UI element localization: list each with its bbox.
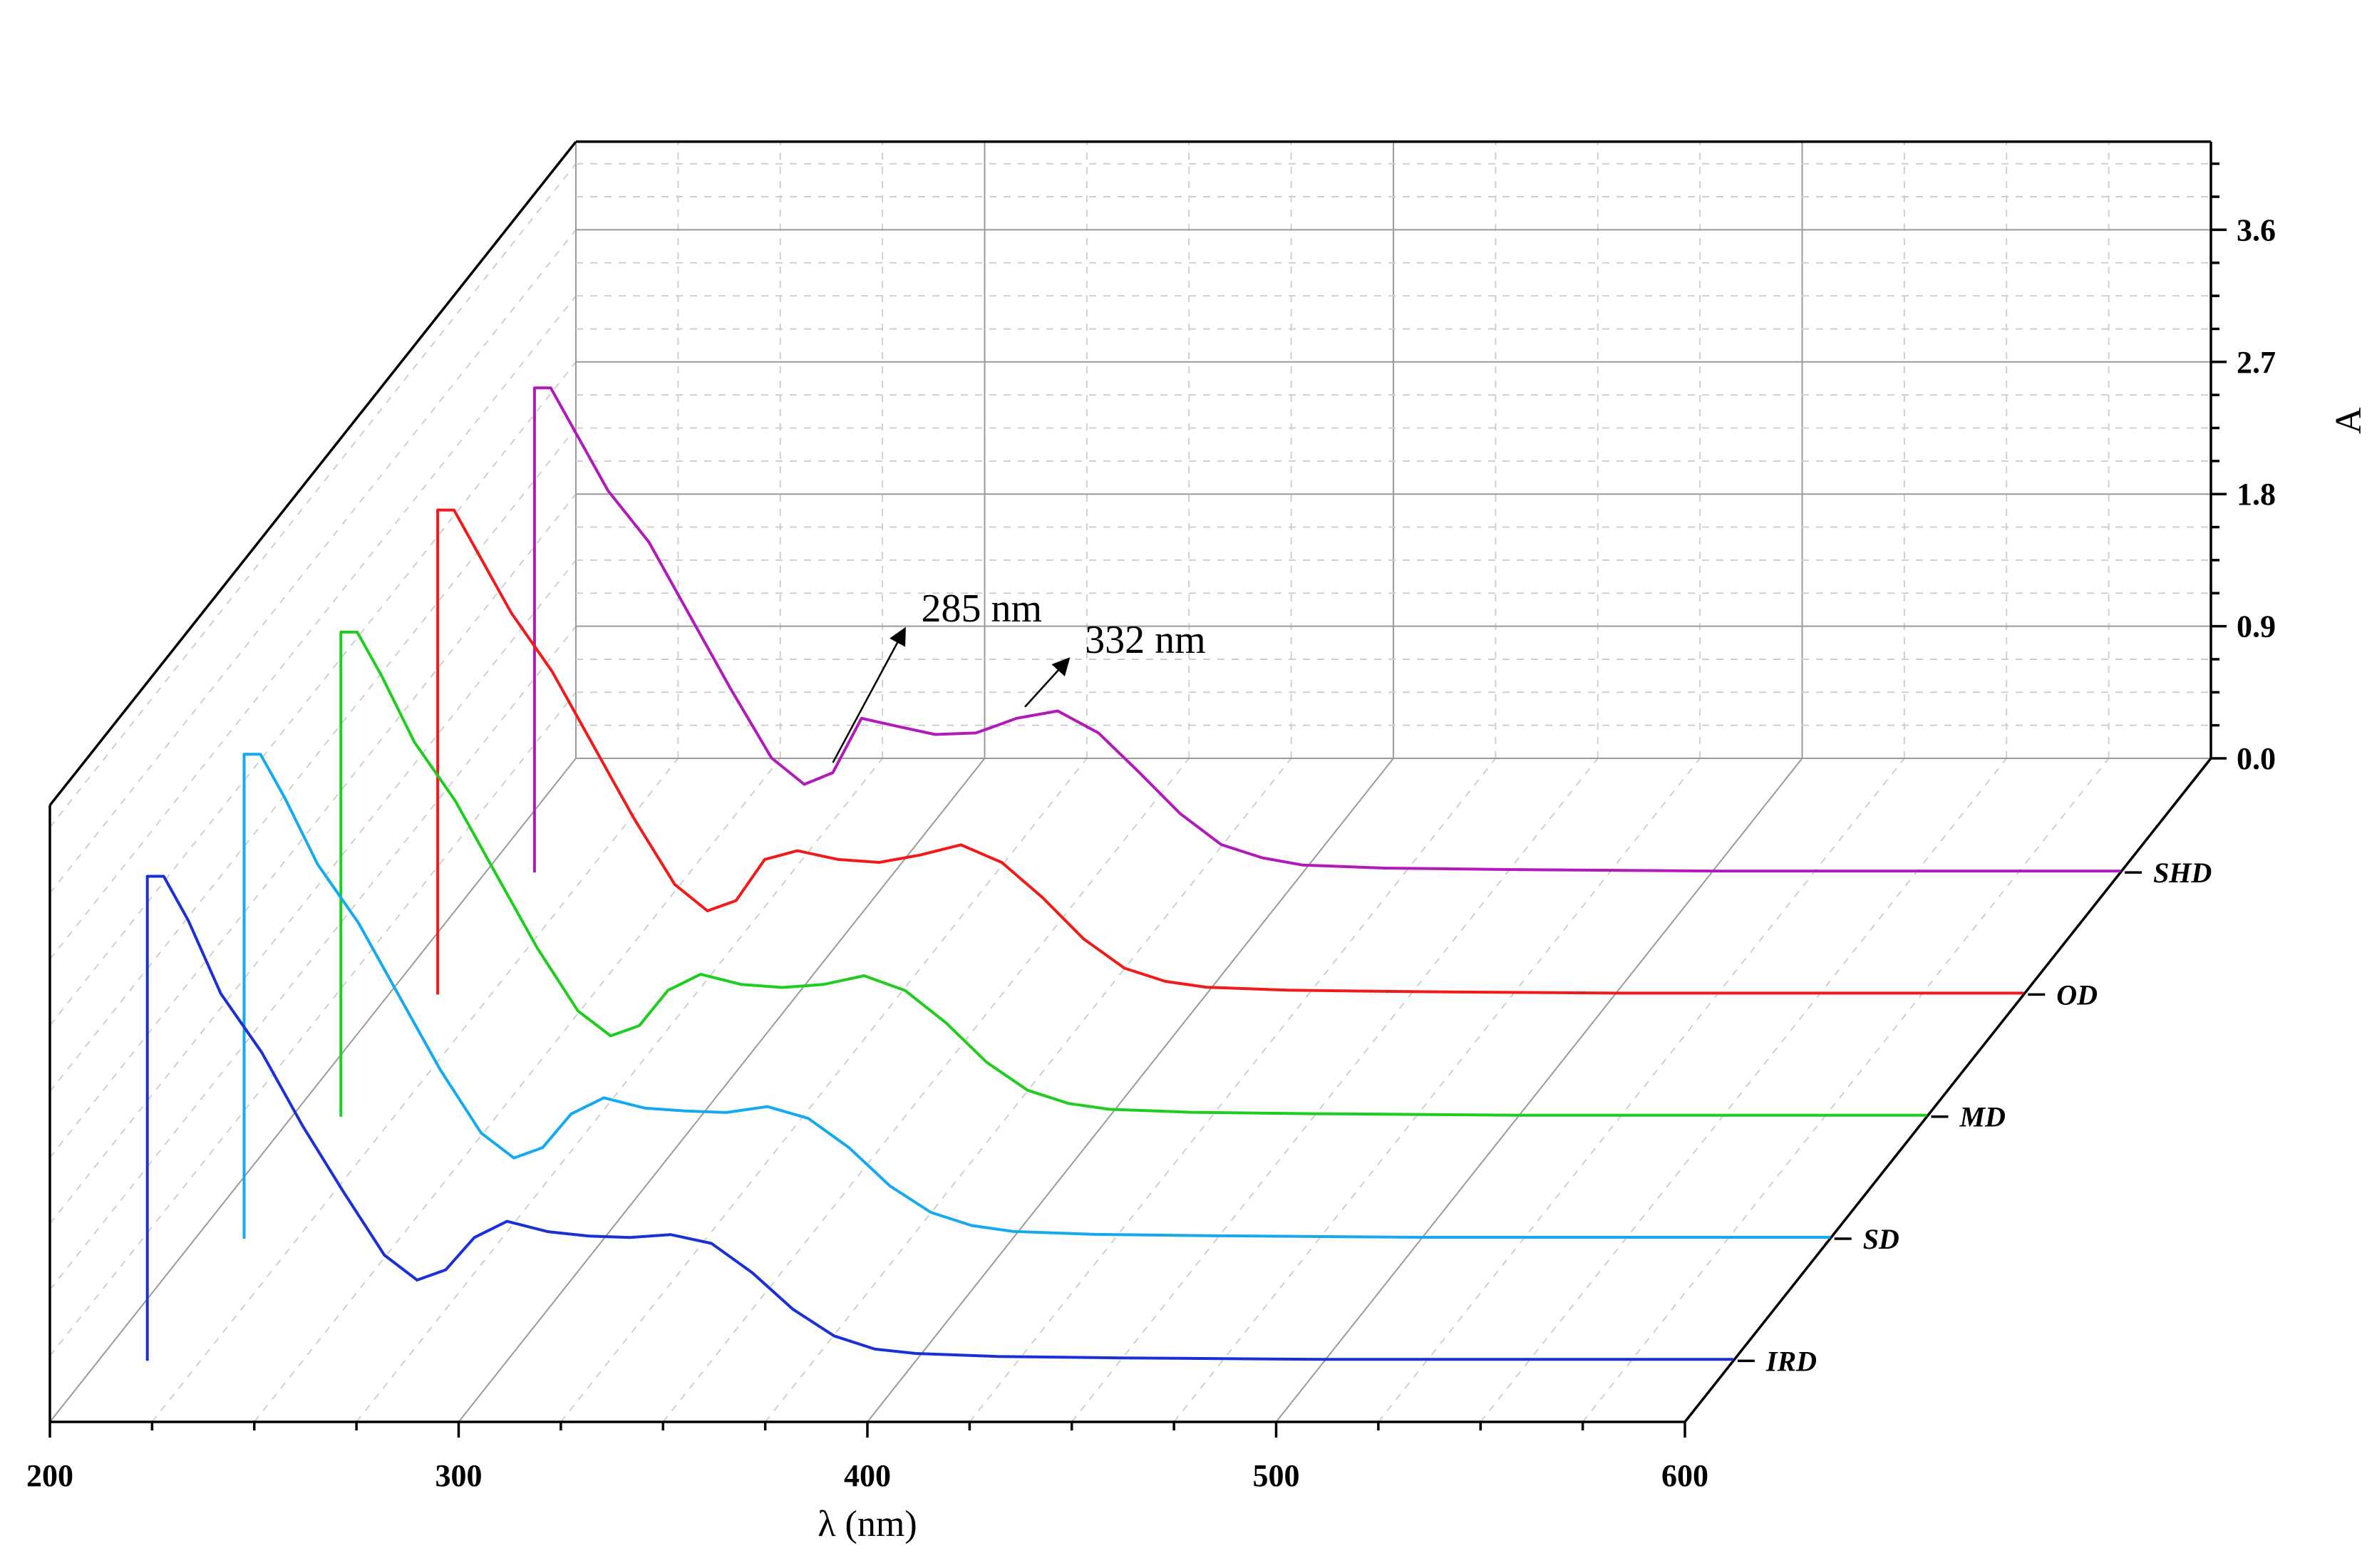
z-tick-label: 2.7 bbox=[2237, 345, 2276, 380]
series-label: MD bbox=[1959, 1101, 2005, 1133]
floor-gridline bbox=[151, 758, 679, 1423]
depth-axis-line bbox=[1683, 757, 2212, 1423]
x-tick-label: 300 bbox=[435, 1458, 483, 1493]
annotation-label: 332 nm bbox=[1085, 618, 1206, 662]
floor-gridline bbox=[969, 758, 1497, 1423]
floor-gridline bbox=[1275, 758, 1803, 1423]
grid-layer bbox=[49, 141, 2212, 1423]
floor-gridline bbox=[49, 758, 577, 1423]
wall-gridline bbox=[49, 229, 577, 894]
axis-layer bbox=[48, 140, 2227, 1438]
wall-gridline bbox=[49, 691, 577, 1356]
z-tick-label: 0.9 bbox=[2237, 609, 2276, 644]
series-label: SD bbox=[1863, 1223, 1899, 1255]
wall-gridline bbox=[49, 361, 577, 1026]
floor-gridline bbox=[458, 758, 986, 1423]
z-tick-label: 0.0 bbox=[2237, 741, 2276, 776]
annotation-arrow bbox=[1024, 657, 1071, 708]
label-layer: 200 300 400 500 600 λ (nm) 0.0 0.9 1.8 2.7 3.6 A SHD… bbox=[26, 212, 2369, 1544]
annotation-label: 285 nm bbox=[922, 587, 1043, 631]
floor-gridline bbox=[253, 758, 781, 1423]
annotation-arrow bbox=[832, 626, 906, 763]
floor-gridline bbox=[1480, 758, 2008, 1423]
floor-gridline bbox=[662, 758, 1190, 1423]
floor-gridline bbox=[560, 758, 1088, 1423]
curve-layer bbox=[145, 386, 2121, 1361]
wall-gridline bbox=[49, 163, 577, 828]
wall-gridline bbox=[49, 427, 577, 1093]
floor-gridline bbox=[356, 758, 883, 1423]
floor-gridline bbox=[1582, 758, 2110, 1423]
series-line-sd bbox=[242, 753, 1830, 1239]
wall-gridline bbox=[49, 559, 577, 1224]
z-axis-title: A bbox=[2329, 407, 2369, 434]
series-label: OD bbox=[2056, 979, 2098, 1011]
x-tick-label: 600 bbox=[1661, 1458, 1708, 1493]
z-tick-label: 3.6 bbox=[2237, 212, 2276, 247]
x-tick-label: 500 bbox=[1253, 1458, 1300, 1493]
series-line-od bbox=[436, 508, 2024, 995]
series-line-ird bbox=[145, 875, 1733, 1361]
x-tick-label: 200 bbox=[26, 1458, 73, 1493]
wall-gridline bbox=[49, 493, 577, 1158]
floor-gridline bbox=[867, 758, 1394, 1423]
series-line-shd bbox=[532, 386, 2121, 873]
series-label: IRD bbox=[1765, 1345, 1817, 1377]
floor-gridline bbox=[1071, 758, 1599, 1423]
wall-gridline bbox=[49, 295, 577, 960]
wall-gridline bbox=[49, 625, 577, 1291]
x-axis-title: λ (nm) bbox=[818, 1504, 917, 1544]
floor-gridline bbox=[1378, 758, 1905, 1423]
floor-gridline bbox=[1173, 758, 1701, 1423]
series-line-md bbox=[339, 630, 1927, 1117]
z-tick-label: 1.8 bbox=[2237, 477, 2276, 512]
x-tick-label: 400 bbox=[844, 1458, 891, 1493]
top-left-edge bbox=[48, 140, 577, 806]
series-label: SHD bbox=[2153, 857, 2212, 889]
